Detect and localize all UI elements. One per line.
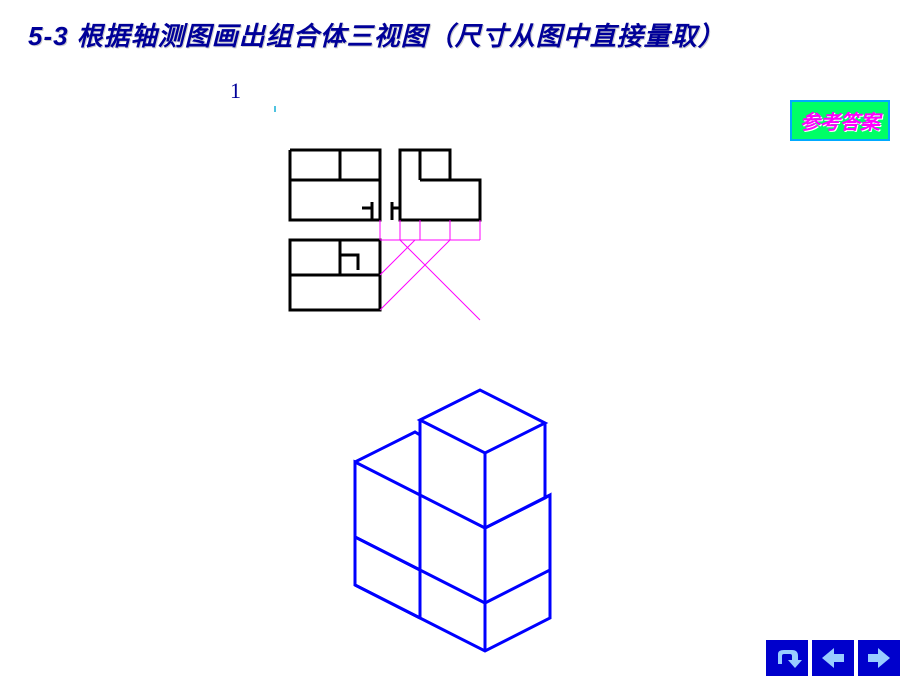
prev-icon — [820, 646, 846, 670]
next-icon — [866, 646, 892, 670]
answer-button[interactable]: 参考答案 — [790, 100, 890, 141]
nav-button-group — [766, 640, 900, 676]
isometric-diagram — [300, 385, 600, 675]
decorative-dot — [274, 106, 276, 112]
prev-button[interactable] — [812, 640, 854, 676]
return-button[interactable] — [766, 640, 808, 676]
problem-number: 1 — [230, 78, 241, 104]
three-view-diagram — [280, 140, 550, 350]
page-title: 5-3 根据轴测图画出组合体三视图（尺寸从图中直接量取） — [28, 16, 725, 53]
return-icon — [772, 646, 802, 670]
next-button[interactable] — [858, 640, 900, 676]
